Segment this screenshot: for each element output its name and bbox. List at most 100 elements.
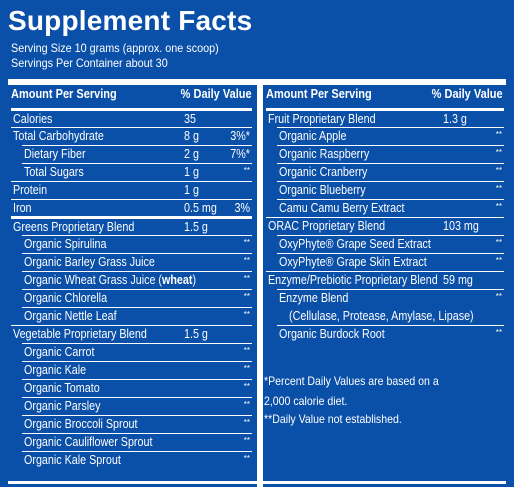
nutrient-name-text: Camu Camu Berry Extract bbox=[279, 201, 405, 215]
nutrient-name-text: Organic Kale bbox=[24, 363, 87, 377]
nutrient-name: ORAC Proprietary Blend bbox=[268, 218, 385, 235]
nutrient-name: Organic Spirulina bbox=[24, 236, 106, 253]
nutrient-row: Dietary Fiber 2 g 7%* bbox=[22, 145, 252, 164]
nutrient-name: Enzyme Blend bbox=[279, 290, 348, 307]
nutrient-amount: 0.5 mg bbox=[184, 201, 217, 215]
nutrient-row: OxyPhyte® Grape Skin Extract ** bbox=[277, 253, 504, 272]
nutrient-row: Organic Broccoli Sprout ** bbox=[22, 415, 252, 434]
nutrient-name-text: Organic Carrot bbox=[24, 345, 95, 359]
nutrient-row: Calories 35 bbox=[11, 108, 252, 129]
nutrient-name-text: Organic Parsley bbox=[24, 399, 101, 413]
nutrient-name-text: Organic Tomato bbox=[24, 381, 100, 395]
nutrient-row: Organic Chlorella ** bbox=[22, 289, 252, 308]
nutrient-name-text: Organic Cranberry bbox=[279, 165, 368, 179]
nutrient-row: Vegetable Proprietary Blend 1.5 g bbox=[11, 325, 252, 344]
nutrient-name-after: ) bbox=[192, 273, 197, 287]
nutrient-row: Organic Raspberry ** bbox=[277, 145, 504, 164]
dv-not-established: ** bbox=[243, 436, 250, 445]
daily-value: 7%* bbox=[230, 147, 250, 161]
nutrient-row: Iron 0.5 mg 3% bbox=[11, 199, 252, 218]
nutrient-name-text: ORAC Proprietary Blend bbox=[268, 219, 386, 233]
bottom-rule-right bbox=[263, 481, 506, 484]
nutrient-row: Enzyme/Prebiotic Proprietary Blend 59 mg bbox=[266, 271, 504, 290]
nutrient-amount: 103 mg bbox=[443, 219, 479, 233]
footnote-not-established: **Daily Value not established. bbox=[264, 412, 402, 426]
nutrient-row: Enzyme Blend (Cellulase, Protease, Amylas… bbox=[277, 289, 504, 326]
nutrient-name: Organic Raspberry bbox=[279, 146, 369, 163]
nutrient-name: Fruit Proprietary Blend bbox=[268, 111, 376, 128]
nutrient-name-text: Organic Wheat Grass Juice ( bbox=[24, 273, 163, 287]
nutrient-row: Protein 1 g bbox=[11, 181, 252, 200]
column-divider bbox=[257, 80, 263, 487]
dv-not-established: ** bbox=[243, 292, 250, 301]
nutrient-name-text: Dietary Fiber bbox=[24, 147, 86, 161]
nutrient-name-text: Enzyme Blend bbox=[279, 291, 349, 305]
footnote-daily-values: *Percent Daily Values are based on a bbox=[264, 374, 439, 388]
dv-not-established: ** bbox=[495, 148, 502, 157]
allergen-bold: wheat bbox=[162, 273, 193, 287]
nutrient-name-text: Organic Barley Grass Juice bbox=[24, 255, 155, 269]
nutrient-name-text: Total Carbohydrate bbox=[13, 129, 104, 143]
servings-per-container: Servings Per Container about 30 bbox=[11, 56, 168, 70]
dv-not-established: ** bbox=[243, 454, 250, 463]
nutrient-name-text: Iron bbox=[13, 201, 32, 215]
nutrient-row: Organic Nettle Leaf ** bbox=[22, 307, 252, 326]
dv-not-established: ** bbox=[243, 346, 250, 355]
dv-not-established: ** bbox=[243, 364, 250, 373]
nutrient-name: Total Carbohydrate bbox=[13, 128, 104, 145]
nutrient-name-text: Organic Nettle Leaf bbox=[24, 309, 117, 323]
nutrient-name-text: Organic Burdock Root bbox=[279, 327, 385, 341]
nutrient-name-text: Organic Raspberry bbox=[279, 147, 370, 161]
nutrient-name-text: Organic Spirulina bbox=[24, 237, 107, 251]
nutrient-row: Fruit Proprietary Blend 1.3 g bbox=[266, 108, 504, 129]
left-header-dv: % Daily Value bbox=[181, 87, 252, 101]
nutrient-name-text: Organic Blueberry bbox=[279, 183, 366, 197]
nutrient-name: Dietary Fiber bbox=[24, 146, 86, 163]
nutrient-name: Calories bbox=[13, 111, 52, 128]
nutrient-name: Organic Kale Sprout bbox=[24, 452, 121, 469]
nutrient-name-text: Organic Chlorella bbox=[24, 291, 108, 305]
nutrient-name: Protein bbox=[13, 182, 47, 199]
nutrient-row: Organic Kale ** bbox=[22, 361, 252, 380]
nutrient-amount: 35 bbox=[184, 112, 196, 126]
nutrient-name-text: Protein bbox=[13, 183, 48, 197]
nutrient-name: Organic Broccoli Sprout bbox=[24, 416, 138, 433]
right-header-amount: Amount Per Serving bbox=[266, 87, 372, 101]
nutrient-name-text: Organic Kale Sprout bbox=[24, 453, 121, 467]
dv-not-established: ** bbox=[495, 184, 502, 193]
nutrient-name-text: Greens Proprietary Blend bbox=[13, 220, 135, 234]
nutrient-row: Organic Tomato ** bbox=[22, 379, 252, 398]
nutrient-name-text: Vegetable Proprietary Blend bbox=[13, 327, 147, 341]
daily-value: 3%* bbox=[230, 129, 250, 143]
nutrient-row: OxyPhyte® Grape Seed Extract ** bbox=[277, 235, 504, 254]
dv-not-established: ** bbox=[495, 238, 502, 247]
dv-not-established: ** bbox=[243, 274, 250, 283]
dv-not-established: ** bbox=[495, 292, 502, 301]
nutrient-name: Vegetable Proprietary Blend bbox=[13, 326, 147, 343]
bottom-rule bbox=[8, 481, 257, 484]
nutrient-name: Enzyme/Prebiotic Proprietary Blend bbox=[268, 272, 438, 289]
footnote-calorie-diet: 2,000 calorie diet. bbox=[264, 394, 348, 408]
dv-not-established: ** bbox=[495, 256, 502, 265]
nutrient-amount: 59 mg bbox=[443, 273, 473, 287]
nutrient-name: Organic Chlorella bbox=[24, 290, 107, 307]
nutrient-name: Organic Barley Grass Juice bbox=[24, 254, 155, 271]
nutrient-row: Organic Burdock Root ** bbox=[277, 325, 504, 344]
left-header-amount: Amount Per Serving bbox=[11, 87, 117, 101]
nutrient-row: Greens Proprietary Blend 1.5 g bbox=[11, 216, 252, 237]
nutrient-name: Organic Apple bbox=[279, 128, 347, 145]
dv-not-established: ** bbox=[243, 166, 250, 175]
nutrient-name-text: OxyPhyte® Grape Seed Extract bbox=[279, 237, 431, 251]
nutrient-name: Organic Parsley bbox=[24, 398, 100, 415]
nutrient-name: Organic Wheat Grass Juice (wheat) bbox=[24, 272, 196, 289]
dv-not-established: ** bbox=[243, 256, 250, 265]
nutrient-name: OxyPhyte® Grape Skin Extract bbox=[279, 254, 427, 271]
nutrient-name-text: Calories bbox=[13, 112, 53, 126]
nutrient-row: Camu Camu Berry Extract ** bbox=[277, 199, 504, 218]
nutrient-name: Organic Cranberry bbox=[279, 164, 367, 181]
nutrient-name-text: Total Sugars bbox=[24, 165, 84, 179]
nutrient-name: Organic Cauliflower Sprout bbox=[24, 434, 152, 451]
nutrient-name-text: Fruit Proprietary Blend bbox=[268, 112, 376, 126]
nutrient-row: Organic Spirulina ** bbox=[22, 235, 252, 254]
